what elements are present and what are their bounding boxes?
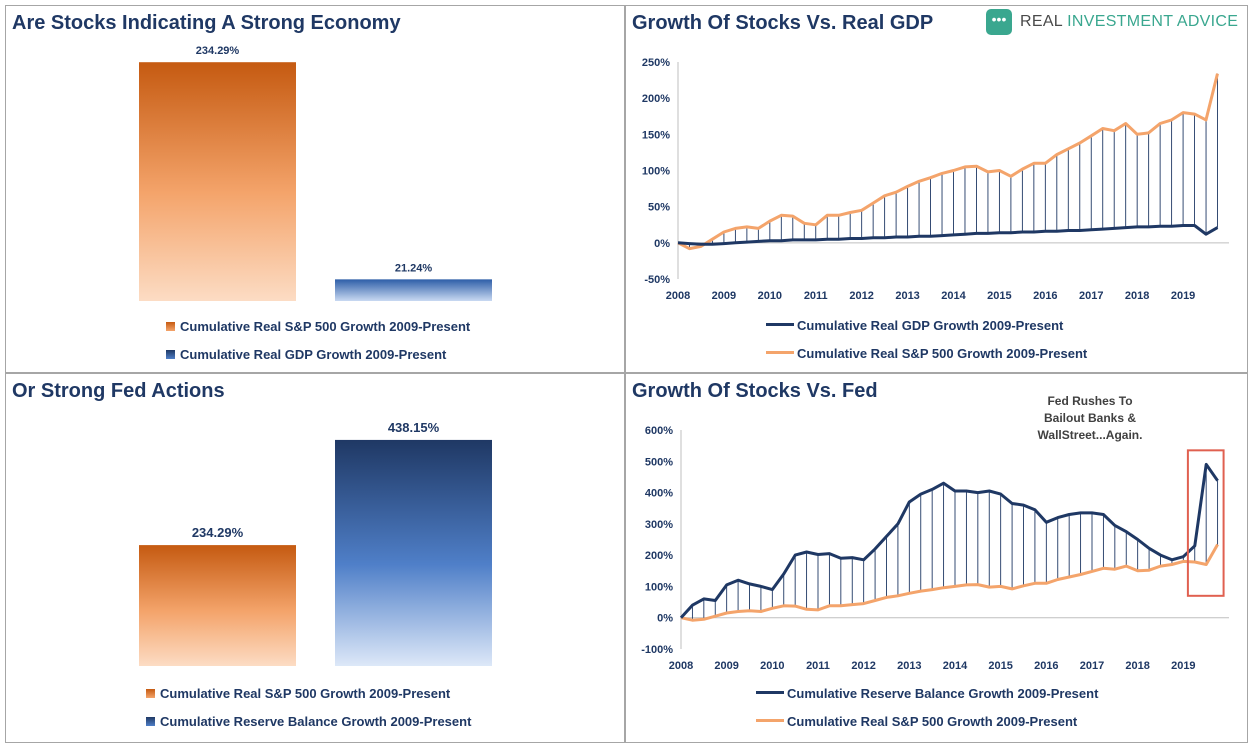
y-tick-label: 0% <box>654 238 670 250</box>
panel-title: Or Strong Fed Actions <box>12 380 225 402</box>
legend-label: Cumulative Reserve Balance Growth 2009-P… <box>787 686 1099 701</box>
fed-annotation: Fed Rushes To Bailout Banks & WallStreet… <box>1030 393 1150 444</box>
legend-line-navy <box>766 323 794 326</box>
data-label: 438.15% <box>388 420 440 435</box>
data-label: 234.29% <box>192 525 244 540</box>
data-label: 21.24% <box>395 262 433 274</box>
bar-blue <box>335 279 492 301</box>
y-tick-label: 200% <box>645 550 673 562</box>
legend-item-reserve: Cumulative Reserve Balance Growth 2009-P… <box>756 686 1098 701</box>
y-tick-label: -100% <box>641 644 673 656</box>
panel-title: Growth Of Stocks Vs. Fed <box>632 380 878 402</box>
y-tick-label: 100% <box>642 166 670 178</box>
y-tick-label: 50% <box>648 202 670 214</box>
x-tick-label: 2014 <box>943 660 968 672</box>
line-chart-fed: -100% 0% 100% 200% 300% 400% 500% 600% 2008 2009 2… <box>641 425 1229 672</box>
panel-stocks-vs-gdp: Growth Of Stocks Vs. Real GDP -50% 0% 50% 1… <box>625 5 1248 373</box>
brand-logo: ••• REAL INVESTMENT ADVICE <box>986 9 1239 39</box>
x-tick-label: 2010 <box>760 660 784 672</box>
legend-item-gdp: Cumulative Real GDP Growth 2009-Present <box>166 347 446 362</box>
bar-chart-economy: 234.29% 21.24% <box>139 45 492 301</box>
legend-swatch-orange <box>166 322 175 331</box>
legend-item-sp500: Cumulative Real S&P 500 Growth 2009-Pres… <box>766 346 1087 361</box>
x-tick-label: 2019 <box>1171 660 1195 672</box>
x-tick-label: 2011 <box>804 290 828 302</box>
x-tick-label: 2010 <box>758 290 782 302</box>
legend-item-gdp: Cumulative Real GDP Growth 2009-Present <box>766 318 1063 333</box>
y-tick-label: -50% <box>644 274 670 286</box>
panel-title: Are Stocks Indicating A Strong Economy <box>12 12 401 34</box>
legend-item-sp500: Cumulative Real S&P 500 Growth 2009-Pres… <box>166 319 470 334</box>
logo-text: REAL INVESTMENT ADVICE <box>1020 13 1239 30</box>
x-tick-label: 2009 <box>712 290 736 302</box>
data-label: 234.29% <box>196 45 240 57</box>
chat-bubble-icon: ••• <box>986 9 1012 35</box>
bar-blue <box>335 439 492 666</box>
panel-title: Growth Of Stocks Vs. Real GDP <box>632 12 934 34</box>
bar-sp500 <box>139 545 296 666</box>
y-tick-label: 150% <box>642 129 670 141</box>
x-tick-label: 2018 <box>1125 660 1149 672</box>
annotation-line: WallStreet...Again. <box>1037 428 1143 442</box>
x-tick-label: 2015 <box>987 290 1011 302</box>
x-tick-label: 2015 <box>988 660 1012 672</box>
x-tick-label: 2019 <box>1171 290 1195 302</box>
series-line-gdp <box>677 224 1219 246</box>
x-tick-label: 2009 <box>714 660 738 672</box>
x-tick-label: 2012 <box>849 290 873 302</box>
panel-stocks-vs-fed: Growth Of Stocks Vs. Fed -100% 0% 100% 200%… <box>625 373 1248 743</box>
bar-chart-fed: 234.29% 438.15% <box>139 420 492 666</box>
legend-item-sp500: Cumulative Real S&P 500 Growth 2009-Pres… <box>756 714 1077 729</box>
line-chart-gdp: -50% 0% 50% 100% 150% 200% 250% 2008 2009 2010 201… <box>642 57 1229 302</box>
x-tick-label: 2016 <box>1033 290 1057 302</box>
x-tick-label: 2013 <box>897 660 921 672</box>
legend-line-orange <box>756 719 784 722</box>
legend-swatch-blue <box>146 717 155 726</box>
legend-label: Cumulative Real S&P 500 Growth 2009-Pres… <box>180 319 471 334</box>
y-tick-label: 200% <box>642 93 670 105</box>
y-tick-label: 0% <box>657 613 673 625</box>
legend-item-reserve: Cumulative Reserve Balance Growth 2009-P… <box>146 714 471 729</box>
legend-item-sp500: Cumulative Real S&P 500 Growth 2009-Pres… <box>146 686 450 701</box>
y-tick-label: 600% <box>645 425 673 437</box>
x-tick-label: 2012 <box>851 660 875 672</box>
x-tick-label: 2011 <box>806 660 830 672</box>
x-tick-label: 2008 <box>669 660 693 672</box>
annotation-line: Fed Rushes To <box>1047 394 1133 408</box>
annotation-line: Bailout Banks & <box>1043 411 1136 425</box>
series-line-reserve <box>679 462 1219 619</box>
legend-line-navy <box>756 691 784 694</box>
legend-swatch-orange <box>146 689 155 698</box>
legend-label: Cumulative Real GDP Growth 2009-Present <box>180 347 447 362</box>
y-tick-label: 300% <box>645 519 673 531</box>
x-tick-label: 2016 <box>1034 660 1058 672</box>
bar-sp500 <box>139 62 296 301</box>
highlight-box <box>1186 449 1225 597</box>
legend-swatch-blue <box>166 350 175 359</box>
panel-stocks-economy: Are Stocks Indicating A Strong Economy 2… <box>5 5 625 373</box>
series-line-sp500 <box>677 73 1219 251</box>
x-tick-label: 2017 <box>1079 290 1103 302</box>
y-tick-label: 500% <box>645 456 673 468</box>
x-tick-label: 2017 <box>1080 660 1104 672</box>
legend-line-orange <box>766 351 794 354</box>
legend-label: Cumulative Real S&P 500 Growth 2009-Pres… <box>797 346 1088 361</box>
series-line-sp500 <box>680 543 1219 622</box>
y-tick-label: 250% <box>642 57 670 69</box>
legend-label: Cumulative Real S&P 500 Growth 2009-Pres… <box>160 686 451 701</box>
x-tick-label: 2008 <box>666 290 690 302</box>
panel-fed-actions: Or Strong Fed Actions 234.29% 438.15% Cum… <box>5 373 625 743</box>
legend-label: Cumulative Real GDP Growth 2009-Present <box>797 318 1064 333</box>
x-tick-label: 2014 <box>941 290 966 302</box>
legend-label: Cumulative Reserve Balance Growth 2009-P… <box>160 714 472 729</box>
y-tick-label: 100% <box>645 581 673 593</box>
y-tick-label: 400% <box>645 488 673 500</box>
x-tick-label: 2013 <box>895 290 919 302</box>
x-tick-label: 2018 <box>1125 290 1149 302</box>
legend-label: Cumulative Real S&P 500 Growth 2009-Pres… <box>787 714 1078 729</box>
